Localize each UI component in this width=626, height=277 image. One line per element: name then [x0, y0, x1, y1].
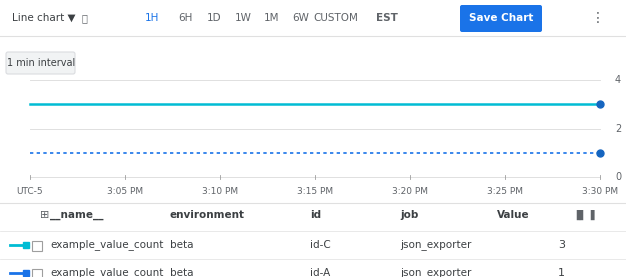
Text: 1H: 1H [145, 13, 159, 23]
Text: json_exporter: json_exporter [400, 240, 471, 250]
Text: 1D: 1D [207, 13, 222, 23]
Text: 1W: 1W [235, 13, 252, 23]
Text: id-C: id-C [310, 240, 331, 250]
Text: 1: 1 [558, 268, 565, 277]
FancyBboxPatch shape [32, 241, 42, 251]
Text: id-A: id-A [310, 268, 331, 277]
Text: json_exporter: json_exporter [400, 268, 471, 277]
Text: 3:30 PM: 3:30 PM [582, 187, 618, 196]
Text: 2: 2 [615, 124, 621, 134]
Text: UTC-5: UTC-5 [17, 187, 43, 196]
Text: CUSTOM: CUSTOM [314, 13, 359, 23]
FancyBboxPatch shape [460, 5, 542, 32]
Text: Save Chart: Save Chart [469, 13, 533, 23]
Text: __name__: __name__ [50, 210, 103, 220]
FancyBboxPatch shape [6, 52, 75, 74]
Text: 3:15 PM: 3:15 PM [297, 187, 333, 196]
Text: 3:25 PM: 3:25 PM [487, 187, 523, 196]
Text: 1 min interval: 1 min interval [7, 58, 75, 68]
Text: beta: beta [170, 268, 193, 277]
Text: ▐▌▐: ▐▌▐ [572, 210, 595, 220]
Text: job: job [400, 210, 418, 220]
Text: environment: environment [170, 210, 245, 220]
Text: 🔍: 🔍 [82, 13, 88, 23]
Text: ⊞: ⊞ [40, 210, 49, 220]
Text: Line chart ▼: Line chart ▼ [12, 13, 76, 23]
Text: 3:05 PM: 3:05 PM [107, 187, 143, 196]
Text: 6H: 6H [178, 13, 192, 23]
Text: EST: EST [376, 13, 398, 23]
Text: 0: 0 [615, 172, 621, 182]
Text: id: id [310, 210, 321, 220]
Text: 3:10 PM: 3:10 PM [202, 187, 238, 196]
Text: 6W: 6W [292, 13, 309, 23]
FancyBboxPatch shape [32, 269, 42, 277]
Text: 4: 4 [615, 75, 621, 85]
Text: 3:20 PM: 3:20 PM [392, 187, 428, 196]
Text: beta: beta [170, 240, 193, 250]
Text: example_value_count: example_value_count [50, 240, 163, 250]
Text: 1M: 1M [264, 13, 280, 23]
Text: 3: 3 [558, 240, 565, 250]
Text: example_value_count: example_value_count [50, 268, 163, 277]
Text: Value: Value [498, 210, 530, 220]
Text: ⋮: ⋮ [591, 11, 605, 25]
